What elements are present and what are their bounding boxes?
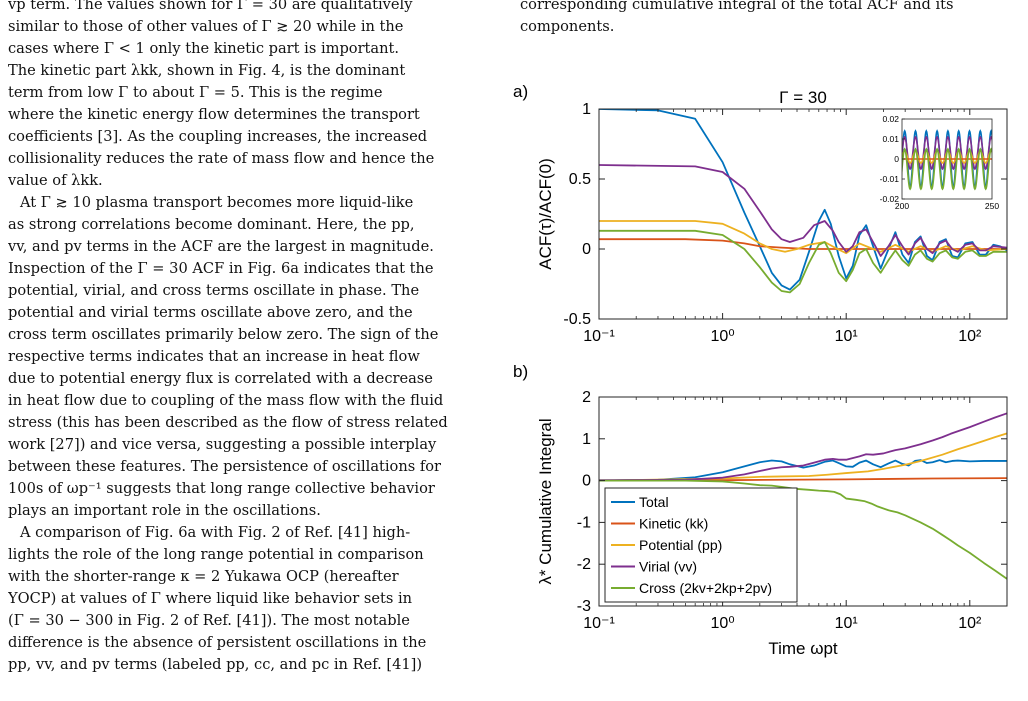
series-group — [599, 109, 1007, 294]
body-text-line: difference is the absence of persistent … — [8, 634, 427, 651]
inset-x-tick-label: 200 — [895, 201, 909, 211]
inset-y-tick-label: -0.02 — [880, 194, 900, 204]
body-text-line: The kinetic part λkk, shown in Fig. 4, i… — [8, 62, 406, 79]
plot-frame — [598, 108, 1008, 320]
legend-label-kinetic: Kinetic (kk) — [639, 516, 708, 532]
left-text-column: vp term. The values shown for Γ = 30 are… — [8, 0, 502, 676]
series-line-kinetic — [599, 238, 1007, 250]
body-text-line: respective terms indicates that an incre… — [8, 348, 420, 365]
body-text-line: term from low Γ to about Γ = 5. This is … — [8, 84, 383, 101]
body-text-line: with the shorter-range κ = 2 Yukawa OCP … — [8, 568, 399, 585]
body-text-line: similar to those of other values of Γ ≳ … — [8, 18, 404, 35]
body-text-line: as strong correlations become dominant. … — [8, 216, 415, 233]
y-tick-label: 2 — [582, 389, 591, 406]
inset-y-tick-label: 0.01 — [882, 134, 899, 144]
body-text-line: vp term. The values shown for Γ = 30 are… — [8, 0, 413, 13]
x-tick-label: 10⁻¹ — [583, 328, 615, 345]
series-line-cross — [599, 479, 1007, 580]
body-text-line: (Γ = 30 − 300 in Fig. 2 of Ref. [41]). T… — [8, 612, 410, 629]
body-text-line: At Γ ≳ 10 plasma transport becomes more … — [20, 194, 414, 211]
legend-box — [604, 487, 798, 603]
series-line-potential — [599, 220, 1007, 255]
body-text-line: YOCP) at values of Γ where liquid like b… — [8, 590, 413, 607]
y-tick-label: -0.5 — [563, 311, 591, 328]
body-text-line: lights the role of the long range potent… — [8, 546, 424, 563]
x-tick-label: 10⁰ — [710, 615, 734, 632]
body-text-line: potential and virial terms oscillate abo… — [8, 304, 413, 321]
series-line-virial — [599, 412, 1007, 482]
caption-text-line: corresponding cumulative integral of the… — [520, 0, 954, 13]
y-tick-label: -1 — [577, 514, 591, 531]
y-tick-label: 1 — [582, 431, 591, 448]
x-axis-label: Time ωpt — [768, 639, 838, 658]
series-line-potential — [599, 432, 1007, 482]
body-text-line: stress (this has been described as the f… — [8, 414, 448, 431]
series-line-virial — [599, 164, 1007, 257]
body-text-line: where the kinetic energy flow determines… — [8, 106, 420, 123]
figure-6: a) Γ = 30 10⁻¹ 10⁰ 10¹ 10² -0.5 0 0.5 1 ACF(τ)/ACF… — [513, 82, 1008, 658]
legend-label-potential: Potential (pp) — [639, 537, 722, 553]
y-tick-label: 0 — [582, 473, 591, 490]
x-tick-label: 10¹ — [835, 328, 858, 345]
body-text-line: collisionality reduces the rate of mass … — [8, 150, 435, 167]
y-tick-label: 0 — [582, 241, 591, 258]
y-axis-label: λ* Cumulative Integral — [536, 418, 555, 584]
inset-series-cross — [902, 147, 992, 191]
inset-y-tick-label: 0 — [894, 154, 899, 164]
legend-label-total: Total — [639, 494, 669, 510]
body-text-line: pp, vv, and pv terms (labeled pp, cc, an… — [8, 656, 423, 673]
panel-b-cumulative-integral-plot: b) 10⁻¹ 10⁰ 10¹ 10² -3 -2 -1 0 1 2 λ* Cumulative In… — [513, 362, 1008, 658]
body-text-line: Inspection of the Γ = 30 ACF in Fig. 6a … — [8, 260, 434, 277]
x-tick-label: 10¹ — [835, 615, 858, 632]
caption-text-line: components. — [520, 18, 615, 35]
inset-series-virial — [902, 135, 992, 171]
y-axis-label: ACF(τ)/ACF(0) — [536, 158, 555, 270]
chart-title: Γ = 30 — [779, 88, 827, 107]
legend-label-virial: Virial (vv) — [639, 559, 697, 575]
x-tick-label: 10⁻¹ — [583, 615, 615, 632]
y-tick-label: 1 — [582, 101, 591, 118]
inset-y-tick-label: -0.01 — [880, 174, 900, 184]
body-text-line: cases where Γ < 1 only the kinetic part … — [8, 40, 400, 57]
series-line-total — [599, 109, 1007, 291]
body-text-line: vv, and pv terms in the ACF are the larg… — [8, 238, 434, 255]
legend-label-cross: Cross (2kv+2kp+2pv) — [639, 580, 772, 596]
body-text-line: work [27]) and vice versa, suggesting a … — [8, 436, 437, 453]
x-tick-label: 10² — [958, 615, 982, 632]
plot-frame — [598, 396, 1008, 607]
panel-a-acf-plot: a) Γ = 30 10⁻¹ 10⁰ 10¹ 10² -0.5 0 0.5 1 ACF(τ)/ACF… — [513, 82, 1008, 345]
body-text-line: coefficients [3]. As the coupling increa… — [8, 128, 428, 145]
body-text-line: between these features. The persistence … — [8, 458, 442, 475]
body-text-line: A comparison of Fig. 6a with Fig. 2 of R… — [20, 524, 411, 541]
body-text-line: due to potential energy flux is correlat… — [8, 370, 433, 387]
panel-label: b) — [513, 362, 528, 381]
series-group — [599, 412, 1007, 580]
body-text-line: plays an important role in the oscillati… — [8, 502, 321, 519]
y-tick-label: -2 — [577, 556, 591, 573]
figure-caption-continuation: corresponding cumulative integral of the… — [520, 0, 1020, 38]
body-text-line: cross term oscillates primarily below ze… — [8, 326, 439, 343]
body-text-line: potential, virial, and cross terms oscil… — [8, 282, 420, 299]
series-line-cross — [599, 229, 1007, 294]
inset-series-group — [902, 129, 992, 191]
x-tick-label: 10² — [958, 328, 982, 345]
series-line-total — [599, 459, 1007, 482]
body-text-line: 100s of ωp⁻¹ suggests that long range co… — [8, 480, 435, 497]
inset-x-tick-label: 250 — [985, 201, 999, 211]
y-tick-label: 0.5 — [569, 171, 591, 188]
body-text-line: value of λkk. — [8, 172, 103, 189]
panel-label: a) — [513, 82, 528, 101]
x-tick-label: 10⁰ — [710, 328, 734, 345]
y-tick-label: -3 — [577, 598, 591, 615]
body-text-line: in heat flow due to coupling of the mass… — [8, 392, 444, 409]
legend: Total Kinetic (kk) Potential (pp) Virial (v… — [604, 487, 798, 603]
inset-y-tick-label: 0.02 — [882, 114, 899, 124]
